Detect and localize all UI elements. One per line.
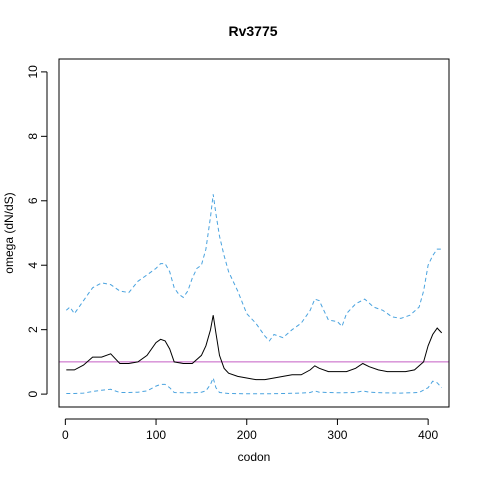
x-axis-label: codon [238,450,271,464]
y-axis: 0 2 4 6 8 10 [26,65,48,397]
plot-frame [58,58,450,408]
x-tick-label: 300 [327,428,347,442]
series-line-3 [66,376,443,395]
x-axis: 0 100 200 300 400 [62,418,438,442]
y-tick-label: 10 [26,65,40,79]
y-tick-label: 8 [26,133,40,140]
series-line-2 [65,194,442,342]
plot-content [59,194,449,395]
y-axis-label: omega (dN/dS) [2,192,16,273]
x-tick-label: 400 [418,428,438,442]
y-tick-label: 6 [26,197,40,204]
x-tick-label: 200 [237,428,257,442]
y-tick-label: 0 [26,390,40,397]
x-tick-label: 0 [62,428,69,442]
chart-title: Rv3775 [228,23,277,39]
y-tick-label: 2 [26,326,40,333]
series-line-1 [66,315,443,381]
y-tick-label: 4 [26,262,40,269]
x-tick-label: 100 [146,428,166,442]
